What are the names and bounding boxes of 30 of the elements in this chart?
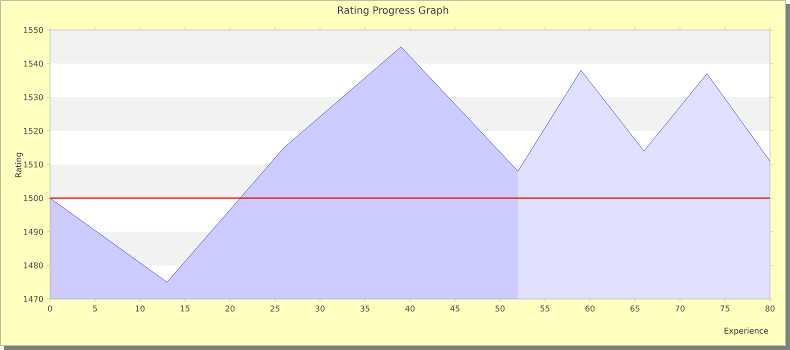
y-tick-label: 1470 xyxy=(24,296,43,302)
y-tick-label: 1490 xyxy=(24,228,43,235)
x-tick-label: 50 xyxy=(496,306,505,312)
x-tick-label: 80 xyxy=(765,306,775,312)
x-axis-title: Experience xyxy=(724,328,768,336)
x-tick-label: 10 xyxy=(136,306,145,312)
x-tick-label: 20 xyxy=(225,306,235,312)
x-tick-label: 30 xyxy=(316,306,325,312)
x-tick-label: 35 xyxy=(360,306,370,312)
x-tick-label: 25 xyxy=(270,306,280,312)
x-tick-label: 15 xyxy=(180,306,190,312)
x-tick-label: 0 xyxy=(48,306,52,312)
y-tick-label: 1550 xyxy=(24,26,43,34)
y-axis-title: Rating xyxy=(15,152,23,178)
x-tick-label: 70 xyxy=(676,306,685,312)
chart-title: Rating Progress Graph xyxy=(338,6,448,16)
y-tick-label: 1540 xyxy=(24,60,43,67)
x-tick-label: 45 xyxy=(450,306,460,312)
y-tick-label: 1480 xyxy=(24,262,43,268)
x-tick-label: 5 xyxy=(93,306,97,312)
x-tick-label: 55 xyxy=(540,306,550,312)
x-tick-label: 60 xyxy=(585,306,595,312)
line-series xyxy=(50,46,770,282)
x-tick-label: 65 xyxy=(630,306,640,312)
y-tick-label: 1500 xyxy=(24,195,43,202)
x-tick-label: 40 xyxy=(405,306,415,312)
y-tick-label: 1520 xyxy=(24,128,43,134)
x-tick-label: 75 xyxy=(720,306,730,312)
y-tick-label: 1510 xyxy=(24,161,43,168)
y-tick-label: 1530 xyxy=(24,94,43,100)
